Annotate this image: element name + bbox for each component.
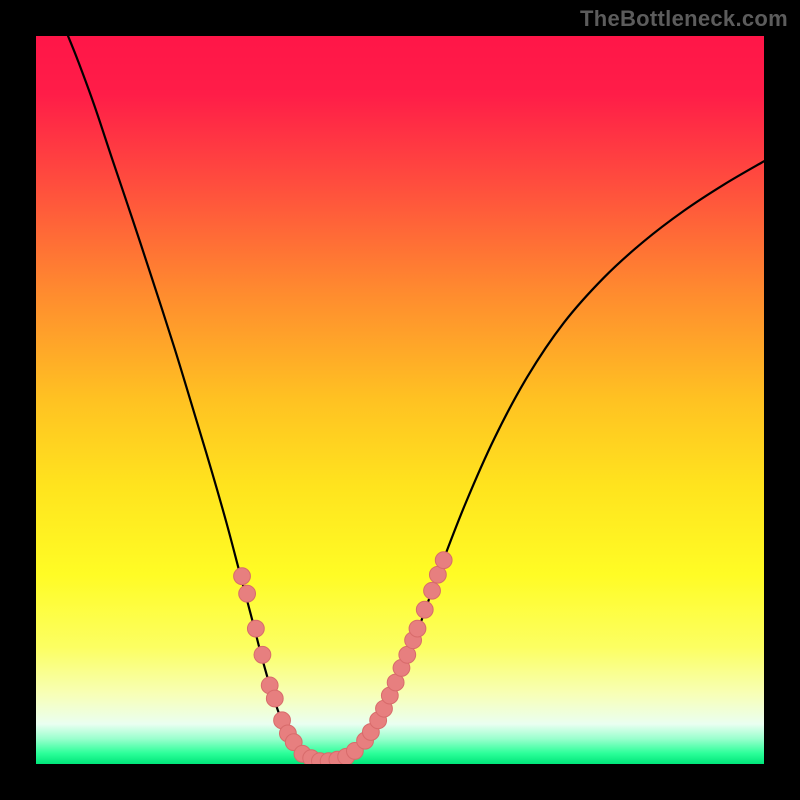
data-marker [234,568,251,585]
data-marker [435,552,452,569]
data-marker [254,646,271,663]
watermark-text: TheBottleneck.com [580,6,788,32]
chart-frame: TheBottleneck.com [0,0,800,800]
data-marker [424,582,441,599]
data-marker [266,690,283,707]
data-marker [416,601,433,618]
data-marker [409,620,426,637]
data-marker [247,620,264,637]
chart-plot [36,36,764,764]
data-marker [239,585,256,602]
